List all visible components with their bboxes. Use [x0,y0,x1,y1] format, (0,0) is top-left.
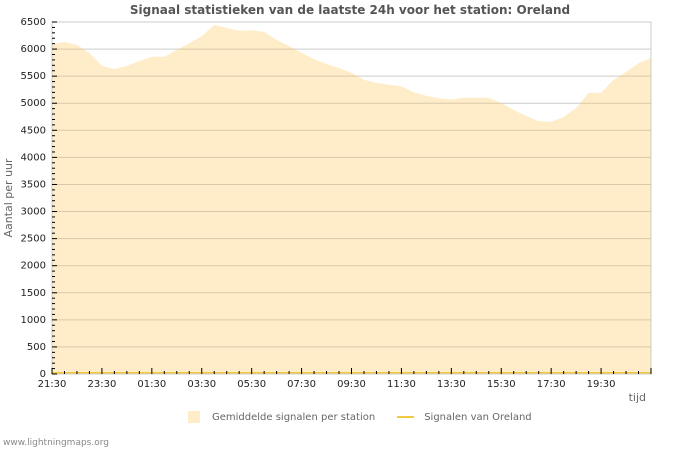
y-axis: 0 500 1000 1500 2000 2500 3000 3500 4000 4500 5000… [21,17,57,380]
x-tick-label: 11:30 [387,379,416,390]
x-tick-label: 09:30 [337,379,366,390]
y-tick-label: 5500 [21,71,46,82]
y-tick-label: 4500 [21,125,46,136]
line-swatch-icon [397,416,415,418]
y-tick-label: 2000 [21,261,46,272]
y-tick-label: 1500 [21,288,46,299]
y-tick-label: 3500 [21,179,46,190]
x-tick-label: 23:30 [88,379,117,390]
legend-label-average: Gemiddelde signalen per station [212,411,376,423]
x-tick-label: 13:30 [437,379,466,390]
x-tick-label: 17:30 [537,379,566,390]
y-tick-label: 6500 [21,17,46,28]
legend-item-average[interactable]: Gemiddelde signalen per station [188,411,375,423]
y-tick-label: 5000 [21,98,46,109]
y-tick-label: 1000 [21,315,46,326]
x-tick-label: 05:30 [237,379,266,390]
x-tick-label: 21:30 [38,379,67,390]
footer-link[interactable]: www.lightningmaps.org [3,438,109,448]
y-axis-title: Aantal per uur [2,158,15,238]
x-tick-label: 01:30 [137,379,166,390]
x-axis: 21:30 23:30 01:30 03:30 05:30 07:30 09:30 11:30… [38,368,652,390]
legend: Gemiddelde signalen per station Signalen… [188,411,554,423]
x-tick-label: 15:30 [487,379,516,390]
x-tick-label: 03:30 [187,379,216,390]
x-tick-label: 19:30 [587,379,616,390]
y-tick-label: 3000 [21,207,46,218]
y-tick-label: 0 [40,369,46,380]
y-tick-label: 4000 [21,152,46,163]
legend-item-station[interactable]: Signalen van Oreland [397,411,532,423]
x-axis-title: tijd [629,391,646,404]
chart-title: Signaal statistieken van de laatste 24h … [129,3,571,17]
y-tick-label: 6000 [21,44,46,55]
area-swatch-icon [188,411,200,423]
y-tick-label: 500 [27,342,46,353]
legend-label-station: Signalen van Oreland [424,411,532,423]
x-tick-label: 07:30 [287,379,316,390]
y-tick-label: 2500 [21,234,46,245]
average-signals-area [52,25,651,374]
